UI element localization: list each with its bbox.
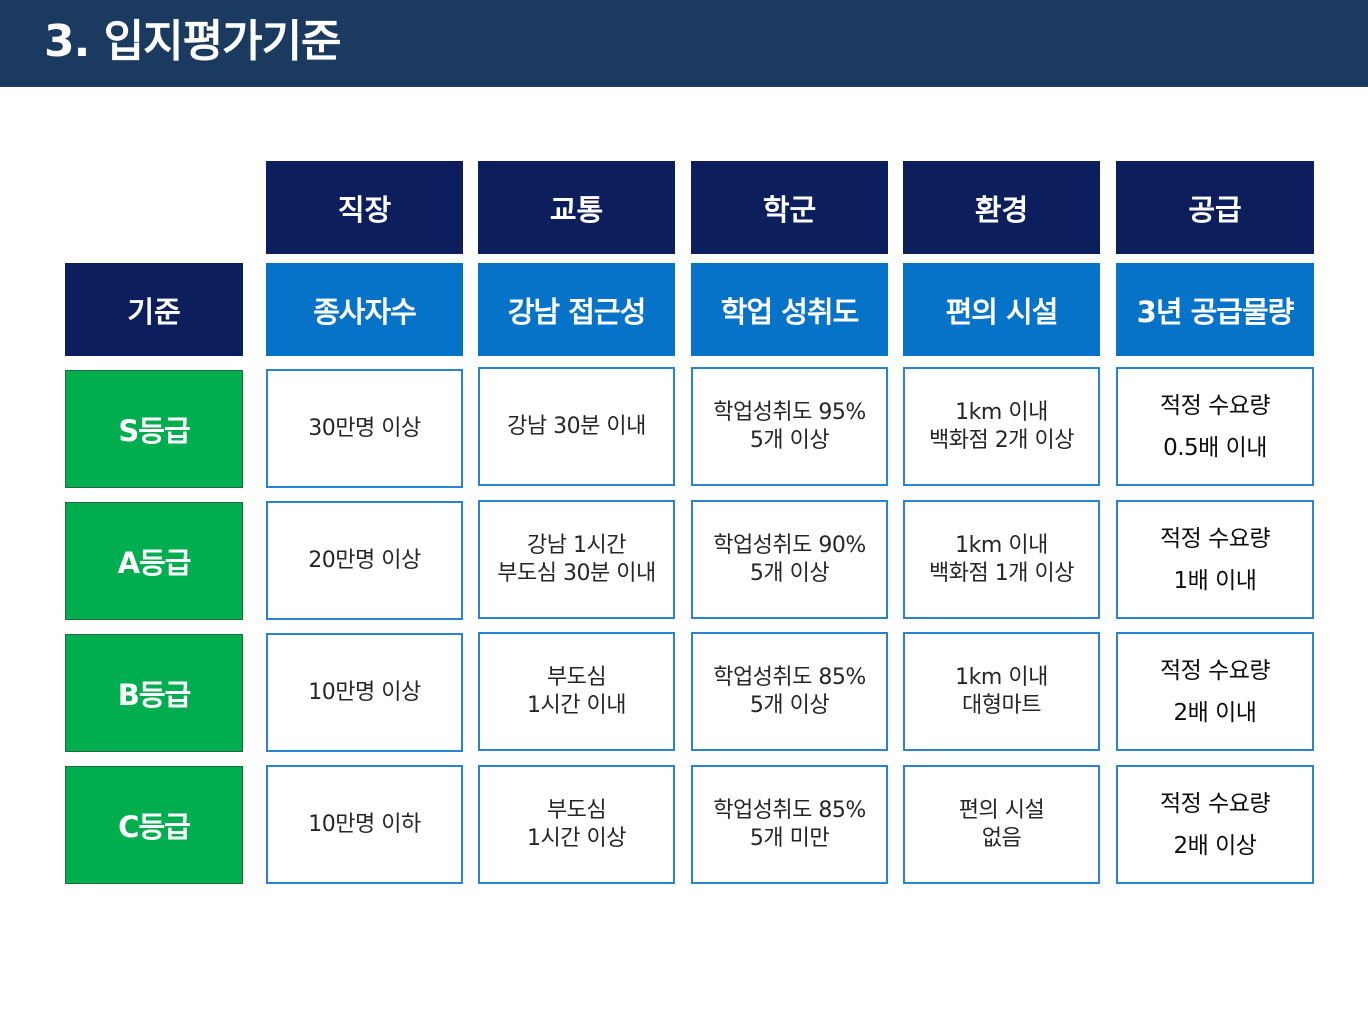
- table-cell: 적정 수요량 2배 이내: [1116, 632, 1314, 751]
- table-cell: 학업성취도 95% 5개 이상: [691, 367, 888, 486]
- grade-label-a: A등급: [65, 502, 243, 620]
- criteria-header-workplace: 종사자수: [266, 263, 463, 356]
- table-cell: 적정 수요량 0.5배 이내: [1116, 367, 1314, 486]
- table-cell: 1km 이내 대형마트: [903, 632, 1100, 751]
- table-cell: 10만명 이하: [266, 765, 463, 884]
- table-cell: 20만명 이상: [266, 501, 463, 620]
- category-header-environment: 환경: [903, 161, 1100, 254]
- table-cell: 적정 수요량 1배 이내: [1116, 500, 1314, 619]
- table-cell: 편의 시설 없음: [903, 765, 1100, 884]
- category-header-transport: 교통: [478, 161, 675, 254]
- title-bar: 3. 입지평가기준: [0, 0, 1368, 87]
- criteria-header-supply: 3년 공급물량: [1116, 263, 1314, 356]
- criteria-header-environment: 편의 시설: [903, 263, 1100, 356]
- criteria-label: 기준: [65, 263, 243, 356]
- table-cell: 1km 이내 백화점 2개 이상: [903, 367, 1100, 486]
- table-cell: 학업성취도 85% 5개 미만: [691, 765, 888, 884]
- criteria-header-school: 학업 성취도: [691, 263, 888, 356]
- table-cell: 강남 1시간 부도심 30분 이내: [478, 500, 675, 619]
- table-cell: 10만명 이상: [266, 633, 463, 752]
- table-cell: 1km 이내 백화점 1개 이상: [903, 500, 1100, 619]
- page-title: 3. 입지평가기준: [44, 16, 342, 67]
- table-cell: 적정 수요량 2배 이상: [1116, 765, 1314, 884]
- category-header-school: 학군: [691, 161, 888, 254]
- category-header-supply: 공급: [1116, 161, 1314, 254]
- criteria-header-transport: 강남 접근성: [478, 263, 675, 356]
- table-cell: 부도심 1시간 이내: [478, 632, 675, 751]
- table-cell: 학업성취도 90% 5개 이상: [691, 500, 888, 619]
- grade-label-s: S등급: [65, 370, 243, 488]
- category-header-workplace: 직장: [266, 161, 463, 254]
- table-cell: 강남 30분 이내: [478, 367, 675, 486]
- table-cell: 30만명 이상: [266, 369, 463, 488]
- table-cell: 부도심 1시간 이상: [478, 765, 675, 884]
- grade-label-c: C등급: [65, 766, 243, 884]
- table-cell: 학업성취도 85% 5개 이상: [691, 632, 888, 751]
- grade-label-b: B등급: [65, 634, 243, 752]
